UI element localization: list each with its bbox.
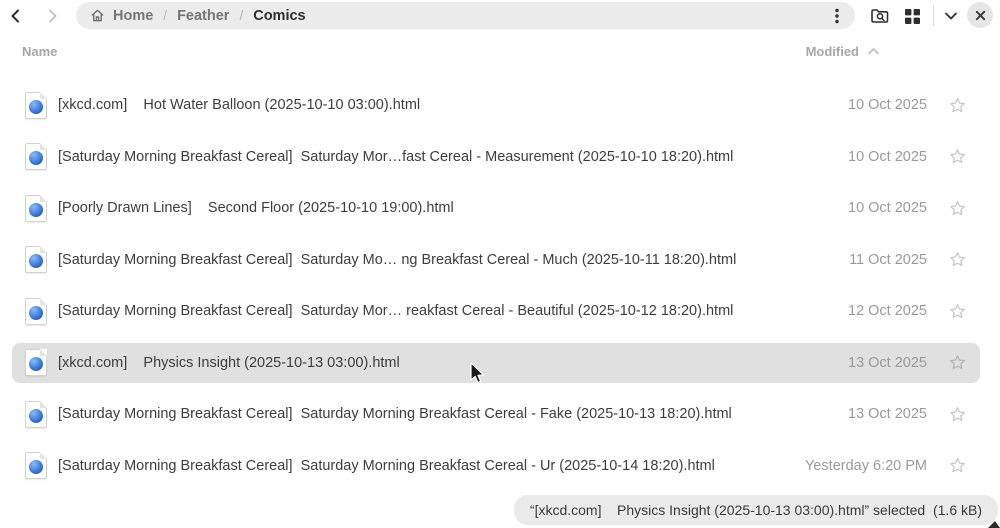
star-icon[interactable] (948, 302, 966, 320)
breadcrumb-home[interactable]: Home (113, 7, 154, 24)
file-name: [Saturday Morning Breakfast Cereal] Satu… (58, 148, 734, 165)
breadcrumb-current[interactable]: Comics (253, 7, 306, 24)
column-header-modified[interactable]: Modified (806, 44, 880, 59)
breadcrumb: Home / Feather / Comics (76, 2, 855, 29)
star-icon[interactable] (948, 199, 966, 217)
view-options-button[interactable] (936, 2, 966, 30)
search-folder-button[interactable] (865, 2, 895, 30)
html-file-icon (25, 194, 47, 222)
back-icon (8, 8, 24, 24)
file-name: [xkcd.com] Physics Insight (2025-10-13 0… (58, 354, 400, 371)
view-grid-button[interactable] (897, 2, 927, 30)
html-file-icon (25, 400, 47, 428)
file-name: [Saturday Morning Breakfast Cereal] Satu… (58, 303, 734, 319)
forward-button[interactable] (38, 2, 66, 30)
file-name: [Saturday Morning Breakfast Cereal] Satu… (58, 251, 737, 268)
star-icon[interactable] (948, 251, 966, 269)
forward-icon (44, 8, 60, 24)
file-name: [Saturday Morning Breakfast Cereal] Satu… (58, 457, 715, 474)
header-bar: Home / Feather / Comics (0, 0, 1000, 32)
star-icon[interactable] (948, 148, 966, 166)
file-modified-date: 13 Oct 2025 (848, 406, 927, 422)
mouse-cursor (468, 362, 487, 386)
back-button[interactable] (2, 2, 30, 30)
close-icon (975, 10, 986, 21)
file-row[interactable]: [Saturday Morning Breakfast Cereal] Satu… (12, 446, 980, 486)
html-file-icon (25, 91, 47, 119)
column-header-modified-label: Modified (805, 44, 859, 59)
grid-view-icon (904, 8, 921, 25)
breadcrumb-separator: / (163, 8, 168, 23)
html-file-icon (25, 246, 47, 273)
file-modified-date: 10 Oct 2025 (848, 97, 927, 113)
file-row[interactable]: [xkcd.com] Hot Water Balloon (2025-10-10… (12, 85, 980, 125)
file-row[interactable]: [Poorly Drawn Lines] Second Floor (2025-… (12, 188, 980, 228)
file-name: [xkcd.com] Hot Water Balloon (2025-10-10… (58, 97, 421, 113)
menu-kebab-icon[interactable] (829, 7, 845, 25)
file-row[interactable]: [Saturday Morning Breakfast Cereal] Satu… (12, 394, 980, 434)
star-icon[interactable] (948, 405, 966, 423)
column-header-name[interactable]: Name (22, 44, 58, 59)
file-name: [Poorly Drawn Lines] Second Floor (2025-… (58, 200, 454, 216)
file-row[interactable]: [Saturday Morning Breakfast Cereal] Satu… (12, 137, 980, 177)
selection-status-text: “[xkcd.com] Physics Insight (2025-10-13 … (529, 502, 982, 518)
breadcrumb-feather[interactable]: Feather (177, 7, 230, 24)
html-file-icon (25, 452, 47, 479)
html-file-icon (25, 349, 47, 376)
file-row[interactable]: [Saturday Morning Breakfast Cereal] Satu… (12, 240, 980, 280)
selection-status-bar: “[xkcd.com] Physics Insight (2025-10-13 … (513, 495, 998, 525)
chevron-down-icon (944, 11, 958, 21)
sort-ascending-icon (867, 47, 880, 56)
file-name: [Saturday Morning Breakfast Cereal] Satu… (58, 406, 732, 422)
file-modified-date: 12 Oct 2025 (848, 303, 927, 319)
html-file-icon (25, 297, 47, 325)
search-folder-icon (870, 7, 890, 25)
star-icon[interactable] (948, 354, 966, 372)
toolbar-separator (933, 5, 934, 26)
list-column-headers: Name Modified (0, 44, 1000, 62)
file-list: [xkcd.com] Hot Water Balloon (2025-10-10… (12, 85, 980, 497)
html-file-icon (25, 143, 47, 170)
star-icon[interactable] (948, 457, 966, 475)
file-modified-date: 11 Oct 2025 (849, 251, 927, 268)
star-icon[interactable] (948, 96, 966, 114)
file-modified-date: 10 Oct 2025 (848, 148, 927, 165)
file-modified-date: 10 Oct 2025 (848, 200, 927, 216)
close-button[interactable] (967, 2, 993, 28)
file-modified-date: Yesterday 6:20 PM (805, 457, 927, 474)
file-row[interactable]: [Saturday Morning Breakfast Cereal] Satu… (12, 291, 980, 331)
home-icon (90, 8, 105, 23)
file-modified-date: 13 Oct 2025 (848, 354, 927, 371)
corner-cursor-artifact (988, 520, 1000, 528)
breadcrumb-separator-2: / (239, 8, 244, 23)
file-row-selected[interactable]: [xkcd.com] Physics Insight (2025-10-13 0… (12, 342, 980, 383)
